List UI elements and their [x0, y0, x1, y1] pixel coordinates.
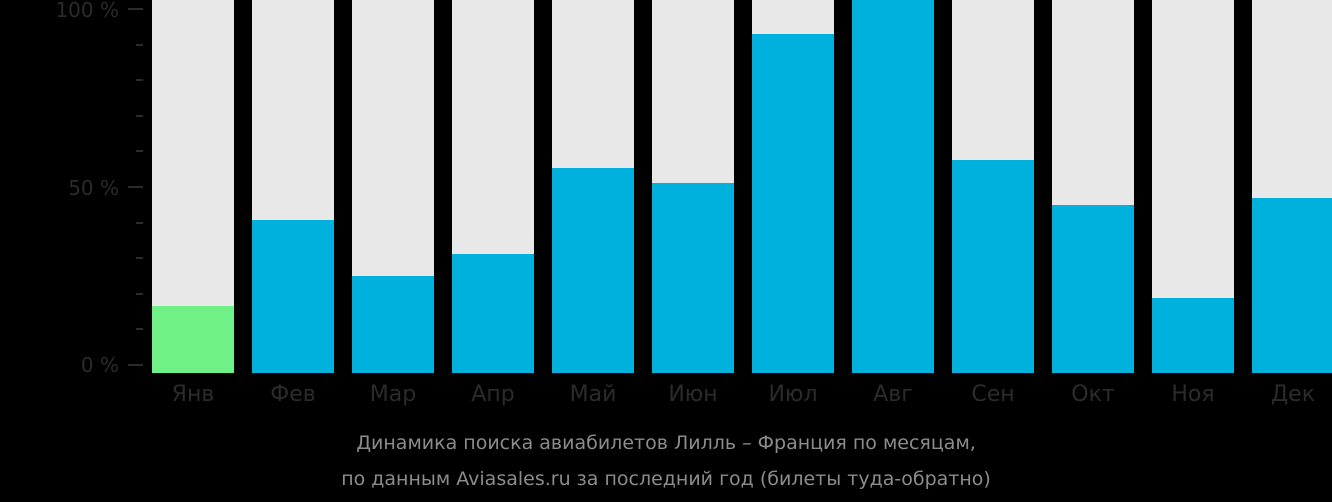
bar-fill: [152, 305, 234, 373]
bar-fill: [352, 276, 434, 373]
x-axis-label: Янв: [171, 382, 215, 407]
y-axis-label-50: 50 %: [68, 176, 119, 200]
minor-tick: [136, 292, 143, 295]
x-axis-label: Ноя: [1171, 382, 1215, 407]
bar-fill: [1252, 197, 1332, 373]
bar-3: [452, 0, 534, 373]
x-axis-label: Июл: [768, 382, 818, 407]
bar-fill: [552, 167, 634, 373]
bar-5: [652, 0, 734, 373]
bar-2: [352, 0, 434, 373]
bar-7: [852, 0, 934, 373]
x-axis-label: Сен: [971, 382, 1015, 407]
bar-fill: [452, 253, 534, 373]
bar-1: [252, 0, 334, 373]
minor-tick: [136, 257, 143, 260]
bar-fill: [652, 182, 734, 373]
bar-9: [1052, 0, 1134, 373]
minor-tick: [136, 79, 143, 82]
bar-4: [552, 0, 634, 373]
major-tick: [128, 364, 143, 366]
bar-fill: [1052, 205, 1134, 373]
bar-fill: [752, 33, 834, 373]
y-axis-label-0: 0 %: [80, 353, 119, 377]
x-axis-label: Окт: [1071, 382, 1115, 407]
chart-subtitle: по данным Aviasales.ru за последний год …: [341, 468, 991, 490]
x-axis-label: Фев: [270, 382, 316, 407]
bar-10: [1152, 0, 1234, 373]
minor-tick: [136, 43, 143, 46]
minor-tick: [136, 221, 143, 224]
major-tick: [128, 186, 143, 188]
x-axis-label: Май: [569, 382, 617, 407]
x-axis-label: Дек: [1270, 382, 1315, 407]
bar-fill: [252, 220, 334, 373]
x-axis-label: Авг: [873, 382, 913, 407]
bar-fill: [1152, 298, 1234, 373]
bar-fill: [852, 0, 934, 373]
bar-0: [152, 0, 234, 373]
y-axis-label-100: 100 %: [55, 0, 119, 22]
minor-tick: [136, 114, 143, 117]
x-axis-label: Июн: [668, 382, 718, 407]
bar-11: [1252, 0, 1332, 373]
bar-fill: [952, 160, 1034, 373]
major-tick: [128, 8, 143, 10]
minor-tick: [136, 150, 143, 153]
x-axis-label: Мар: [369, 382, 417, 407]
chart-title: Динамика поиска авиабилетов Лилль – Фран…: [356, 432, 976, 454]
x-axis-label: Апр: [471, 382, 515, 407]
minor-tick: [136, 328, 143, 331]
bar-6: [752, 0, 834, 373]
bar-8: [952, 0, 1034, 373]
